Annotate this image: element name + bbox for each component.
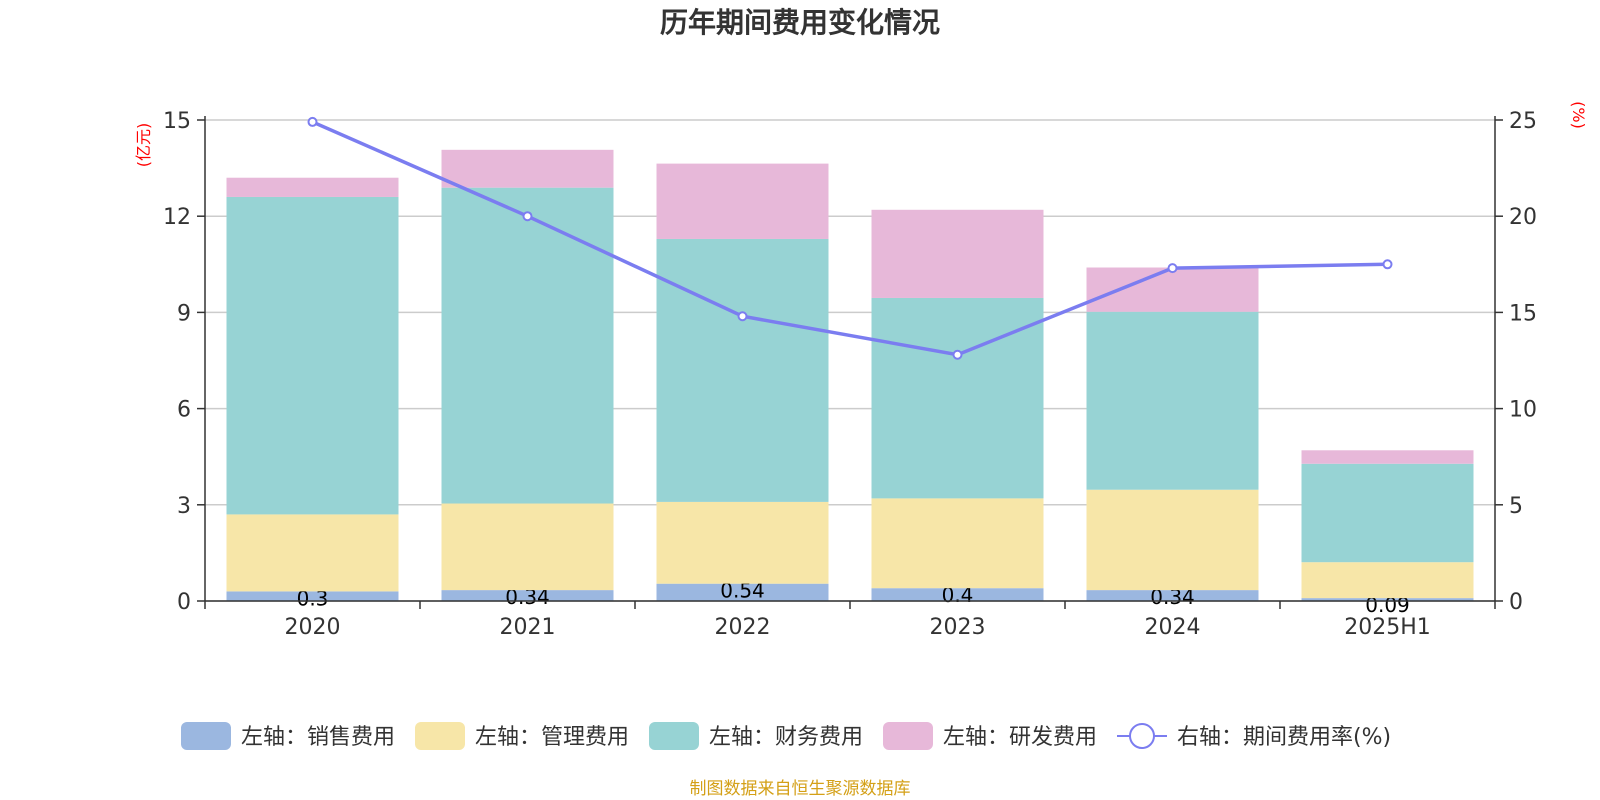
x-tick-label: 2023 <box>930 615 986 640</box>
bar-segment <box>1086 590 1259 601</box>
bar-segment <box>656 163 829 239</box>
bar-segment <box>1301 598 1474 601</box>
left-tick-label: 0 <box>177 590 191 615</box>
bar-segment <box>226 591 399 601</box>
x-tick-label: 2021 <box>500 615 556 640</box>
legend: 左轴：销售费用 左轴：管理费用 左轴：财务费用 左轴：研发费用 右轴：期间费用率(%) <box>181 722 1391 750</box>
rate-line-path <box>311 120 1388 357</box>
left-tick-label: 3 <box>177 494 191 519</box>
legend-label: 左轴：管理费用 <box>475 725 629 750</box>
legend-swatch <box>883 722 933 750</box>
right-tick-label: 10 <box>1509 398 1537 423</box>
bar-segment <box>656 501 829 584</box>
bar-segment <box>226 177 399 197</box>
legend-swatch <box>415 722 465 750</box>
bar-segment <box>871 498 1044 589</box>
rate-point <box>952 349 963 360</box>
legend-label: 左轴：销售费用 <box>241 725 395 750</box>
left-tick-label: 12 <box>163 205 191 230</box>
legend-swatch <box>649 722 699 750</box>
left-tick-label: 6 <box>177 398 191 423</box>
x-tick-label: 2024 <box>1145 615 1201 640</box>
source-note: 制图数据来自恒生聚源数据库 <box>690 779 911 799</box>
x-tick-label: 2022 <box>715 615 771 640</box>
bar-segment <box>871 588 1044 601</box>
legend-label: 左轴：研发费用 <box>943 725 1097 750</box>
legend-swatch <box>181 722 231 750</box>
bar-series: 0.3 0.34 0.54 0.4 0.34 0.09 <box>226 149 1474 617</box>
bar-segment <box>441 503 614 591</box>
bar-segment <box>226 196 399 515</box>
rate-point <box>522 211 533 222</box>
bar-segment <box>871 297 1044 499</box>
bar-segment <box>1301 450 1474 464</box>
legend-circle-marker <box>1129 723 1155 749</box>
rate-point <box>1167 263 1178 274</box>
bar-segment <box>656 238 829 502</box>
bar-segment <box>441 187 614 504</box>
right-tick-label: 15 <box>1509 301 1537 326</box>
axes: 0 3 6 9 12 15 0 5 10 15 20 25 2020 2021 2022 2023 2024 20… <box>163 109 1537 640</box>
bar-segment <box>1301 562 1474 599</box>
bar-segment <box>441 149 614 188</box>
right-tick-label: 0 <box>1509 590 1523 615</box>
right-tick-label: 5 <box>1509 494 1523 519</box>
legend-label: 左轴：财务费用 <box>709 725 863 750</box>
bar-segment <box>226 514 399 592</box>
right-tick-label: 25 <box>1509 109 1537 134</box>
chart-title: 历年期间费用变化情况 <box>660 6 940 39</box>
bar-segment <box>1086 311 1259 490</box>
left-tick-label: 9 <box>177 301 191 326</box>
x-tick-label: 2020 <box>285 615 341 640</box>
rate-point <box>307 116 318 127</box>
left-tick-label: 15 <box>163 109 191 134</box>
bar-segment <box>1086 267 1259 312</box>
x-tick-label: 2025H1 <box>1344 615 1431 640</box>
bar-segment <box>656 583 829 601</box>
right-axis-unit: (%) <box>1569 101 1588 129</box>
bar-segment <box>871 209 1044 298</box>
left-axis-unit: (亿元) <box>134 123 153 168</box>
bar-segment <box>1301 463 1474 563</box>
rate-line <box>307 116 1393 360</box>
bar-segment <box>441 590 614 601</box>
bar-segment <box>1086 489 1259 591</box>
right-tick-label: 20 <box>1509 205 1537 230</box>
rate-point <box>1382 259 1393 270</box>
rate-point <box>737 311 748 322</box>
legend-label: 右轴：期间费用率(%) <box>1177 725 1391 750</box>
